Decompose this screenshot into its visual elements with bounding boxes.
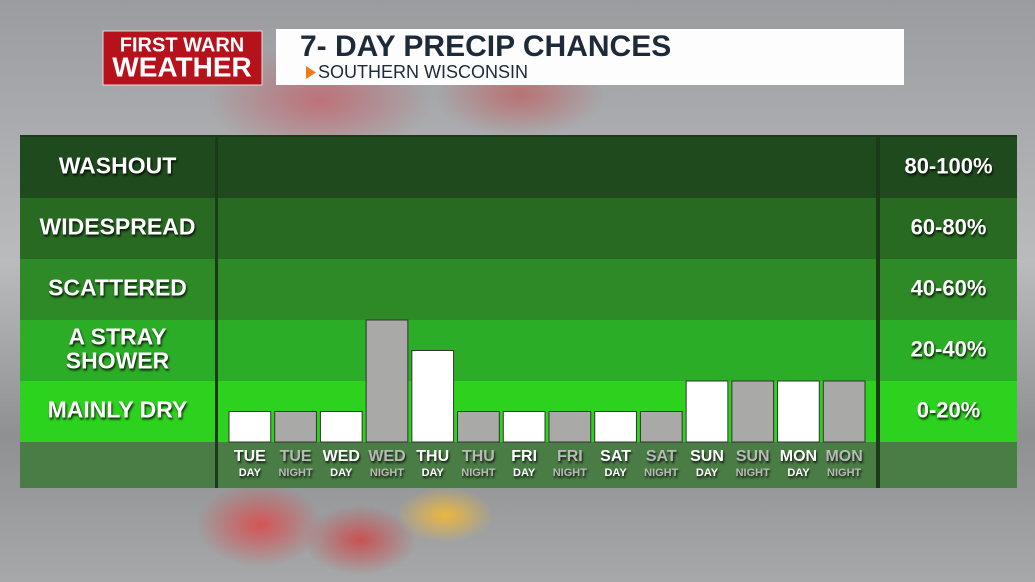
- band-name: WIDESPREAD: [40, 214, 196, 240]
- band: [880, 259, 1017, 320]
- x-tick-label: SAT: [646, 448, 677, 465]
- subtitle-arrow: [306, 66, 316, 79]
- bar: [639, 411, 683, 443]
- x-tick-sublabel: DAY: [422, 467, 445, 479]
- band-label: 60-80%: [911, 214, 987, 239]
- x-tick-sublabel: NIGHT: [736, 467, 771, 479]
- band-name: SCATTERED: [48, 275, 187, 301]
- band: [218, 137, 876, 198]
- band-label: 20-40%: [911, 336, 987, 361]
- bar: [365, 319, 409, 443]
- chart: WASHOUT 80-100% WIDESPREAD 60-80% SCATTERED 4…: [20, 137, 1017, 488]
- bar: [777, 380, 820, 443]
- bar: [548, 411, 592, 443]
- bar: [457, 411, 500, 443]
- band: [20, 259, 215, 320]
- bar: [274, 411, 317, 443]
- title: 7- DAY PRECIP CHANCES: [300, 30, 671, 63]
- x-tick-label: FRI: [557, 448, 583, 465]
- x-tick-sublabel: DAY: [513, 467, 536, 479]
- band-name: MAINLY DRY: [48, 397, 188, 423]
- band: [218, 320, 876, 381]
- band: [880, 198, 1017, 259]
- bar: [822, 380, 866, 443]
- bar: [731, 380, 775, 443]
- bar: [228, 411, 272, 443]
- band-label: 80-100%: [904, 153, 992, 178]
- label-row: [880, 442, 1017, 488]
- x-tick-label: TUE: [234, 448, 266, 465]
- band: [20, 381, 215, 442]
- band: [880, 381, 1017, 442]
- band-label: 40-60%: [911, 275, 987, 300]
- logo-bottom: WEATHER: [112, 51, 251, 82]
- logo-top: FIRST WARN: [120, 34, 244, 56]
- x-tick-sublabel: DAY: [239, 467, 262, 479]
- band: [880, 137, 1017, 198]
- bar: [319, 411, 363, 443]
- x-tick-sublabel: DAY: [604, 467, 627, 479]
- x-tick-sublabel: DAY: [787, 467, 810, 479]
- x-tick-sublabel: NIGHT: [278, 467, 313, 479]
- x-tick-sublabel: NIGHT: [644, 467, 679, 479]
- bar: [502, 411, 546, 443]
- x-tick-label: FRI: [511, 448, 537, 465]
- x-tick-label: SUN: [690, 448, 724, 465]
- band-label: 0-20%: [917, 397, 981, 422]
- band: [20, 137, 215, 198]
- band: [218, 198, 876, 259]
- label-row: [218, 442, 876, 488]
- band: [20, 320, 215, 381]
- bar: [411, 350, 455, 443]
- x-tick-sublabel: DAY: [330, 467, 353, 479]
- band: [218, 259, 876, 320]
- bar: [594, 411, 637, 443]
- x-tick-sublabel: NIGHT: [370, 467, 405, 479]
- x-tick-sublabel: NIGHT: [827, 467, 862, 479]
- label-row: [20, 442, 215, 488]
- x-tick-label: MON: [780, 448, 817, 465]
- band-name: A STRAY SHOWER: [66, 324, 170, 374]
- x-tick-label: THU: [462, 448, 495, 465]
- subtitle: SOUTHERN WISCONSIN: [318, 62, 528, 82]
- x-tick-sublabel: NIGHT: [553, 467, 588, 479]
- x-tick-sublabel: NIGHT: [461, 467, 496, 479]
- x-tick-label: TUE: [280, 448, 312, 465]
- x-tick-label: THU: [416, 448, 449, 465]
- x-tick-label: SAT: [600, 448, 631, 465]
- band-name: WASHOUT: [59, 153, 177, 179]
- x-tick-sublabel: DAY: [696, 467, 719, 479]
- x-tick-label: MON: [825, 448, 862, 465]
- bar: [685, 380, 729, 443]
- logo-box: [102, 30, 263, 86]
- band: [20, 198, 215, 259]
- x-tick-label: WED: [368, 448, 405, 465]
- x-tick-label: WED: [323, 448, 360, 465]
- title-box: [276, 29, 904, 85]
- x-tick-label: SUN: [736, 448, 770, 465]
- band: [880, 320, 1017, 381]
